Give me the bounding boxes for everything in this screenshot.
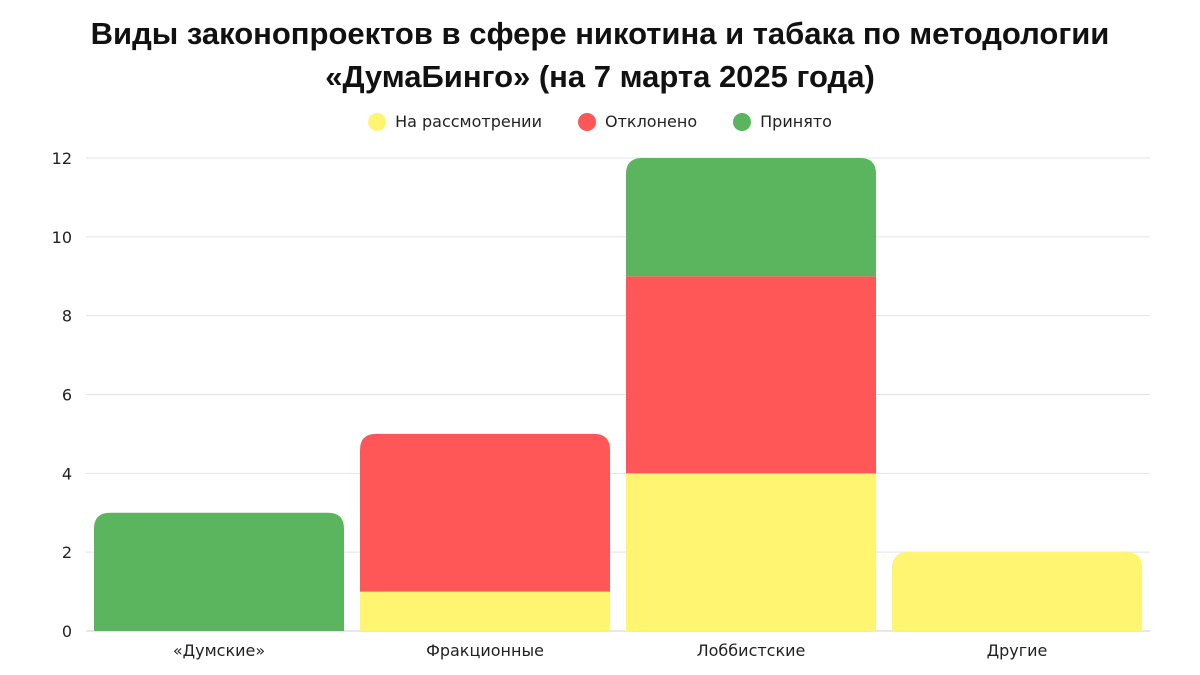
y-tick-label: 12: [52, 149, 72, 168]
legend-swatch-adopted: [733, 112, 752, 131]
y-tick-label: 0: [62, 622, 72, 641]
y-tick-label: 8: [62, 307, 72, 326]
legend-label-rejected: Отклонено: [604, 112, 698, 131]
y-tick-label: 2: [62, 543, 72, 562]
x-category-label: Другие: [987, 641, 1048, 660]
bar-segment: [626, 158, 876, 277]
legend-item-rejected: Отклонено: [577, 112, 698, 131]
bar-segment: [626, 276, 876, 474]
legend-swatch-pending: [368, 112, 387, 131]
chart-title-line-2: «ДумаБинго» (на 7 марта 2025 года): [325, 59, 875, 94]
x-category-label: «Думские»: [173, 641, 265, 660]
legend-label-pending: На рассмотрении: [395, 112, 542, 131]
x-category-label: Лоббистские: [697, 641, 806, 660]
legend-label-adopted: Принято: [760, 112, 832, 131]
y-tick-label: 10: [52, 228, 72, 247]
bar-segment: [892, 552, 1142, 631]
bar-segment: [360, 433, 610, 592]
chart-title: Виды законопроектов в сфере никотина и т…: [0, 12, 1200, 98]
y-tick-label: 4: [62, 464, 72, 483]
legend-swatch-rejected: [577, 112, 596, 131]
legend-item-adopted: Принято: [733, 112, 832, 131]
legend: На рассмотрении Отклонено Принято: [0, 112, 1200, 131]
bar-segment: [626, 473, 876, 631]
y-tick-label: 6: [62, 386, 72, 405]
bar-segment: [94, 512, 344, 631]
bar-segment: [360, 591, 610, 631]
x-category-label: Фракционные: [426, 641, 544, 660]
legend-item-pending: На рассмотрении: [368, 112, 542, 131]
chart-title-line-1: Виды законопроектов в сфере никотина и т…: [90, 16, 1110, 51]
